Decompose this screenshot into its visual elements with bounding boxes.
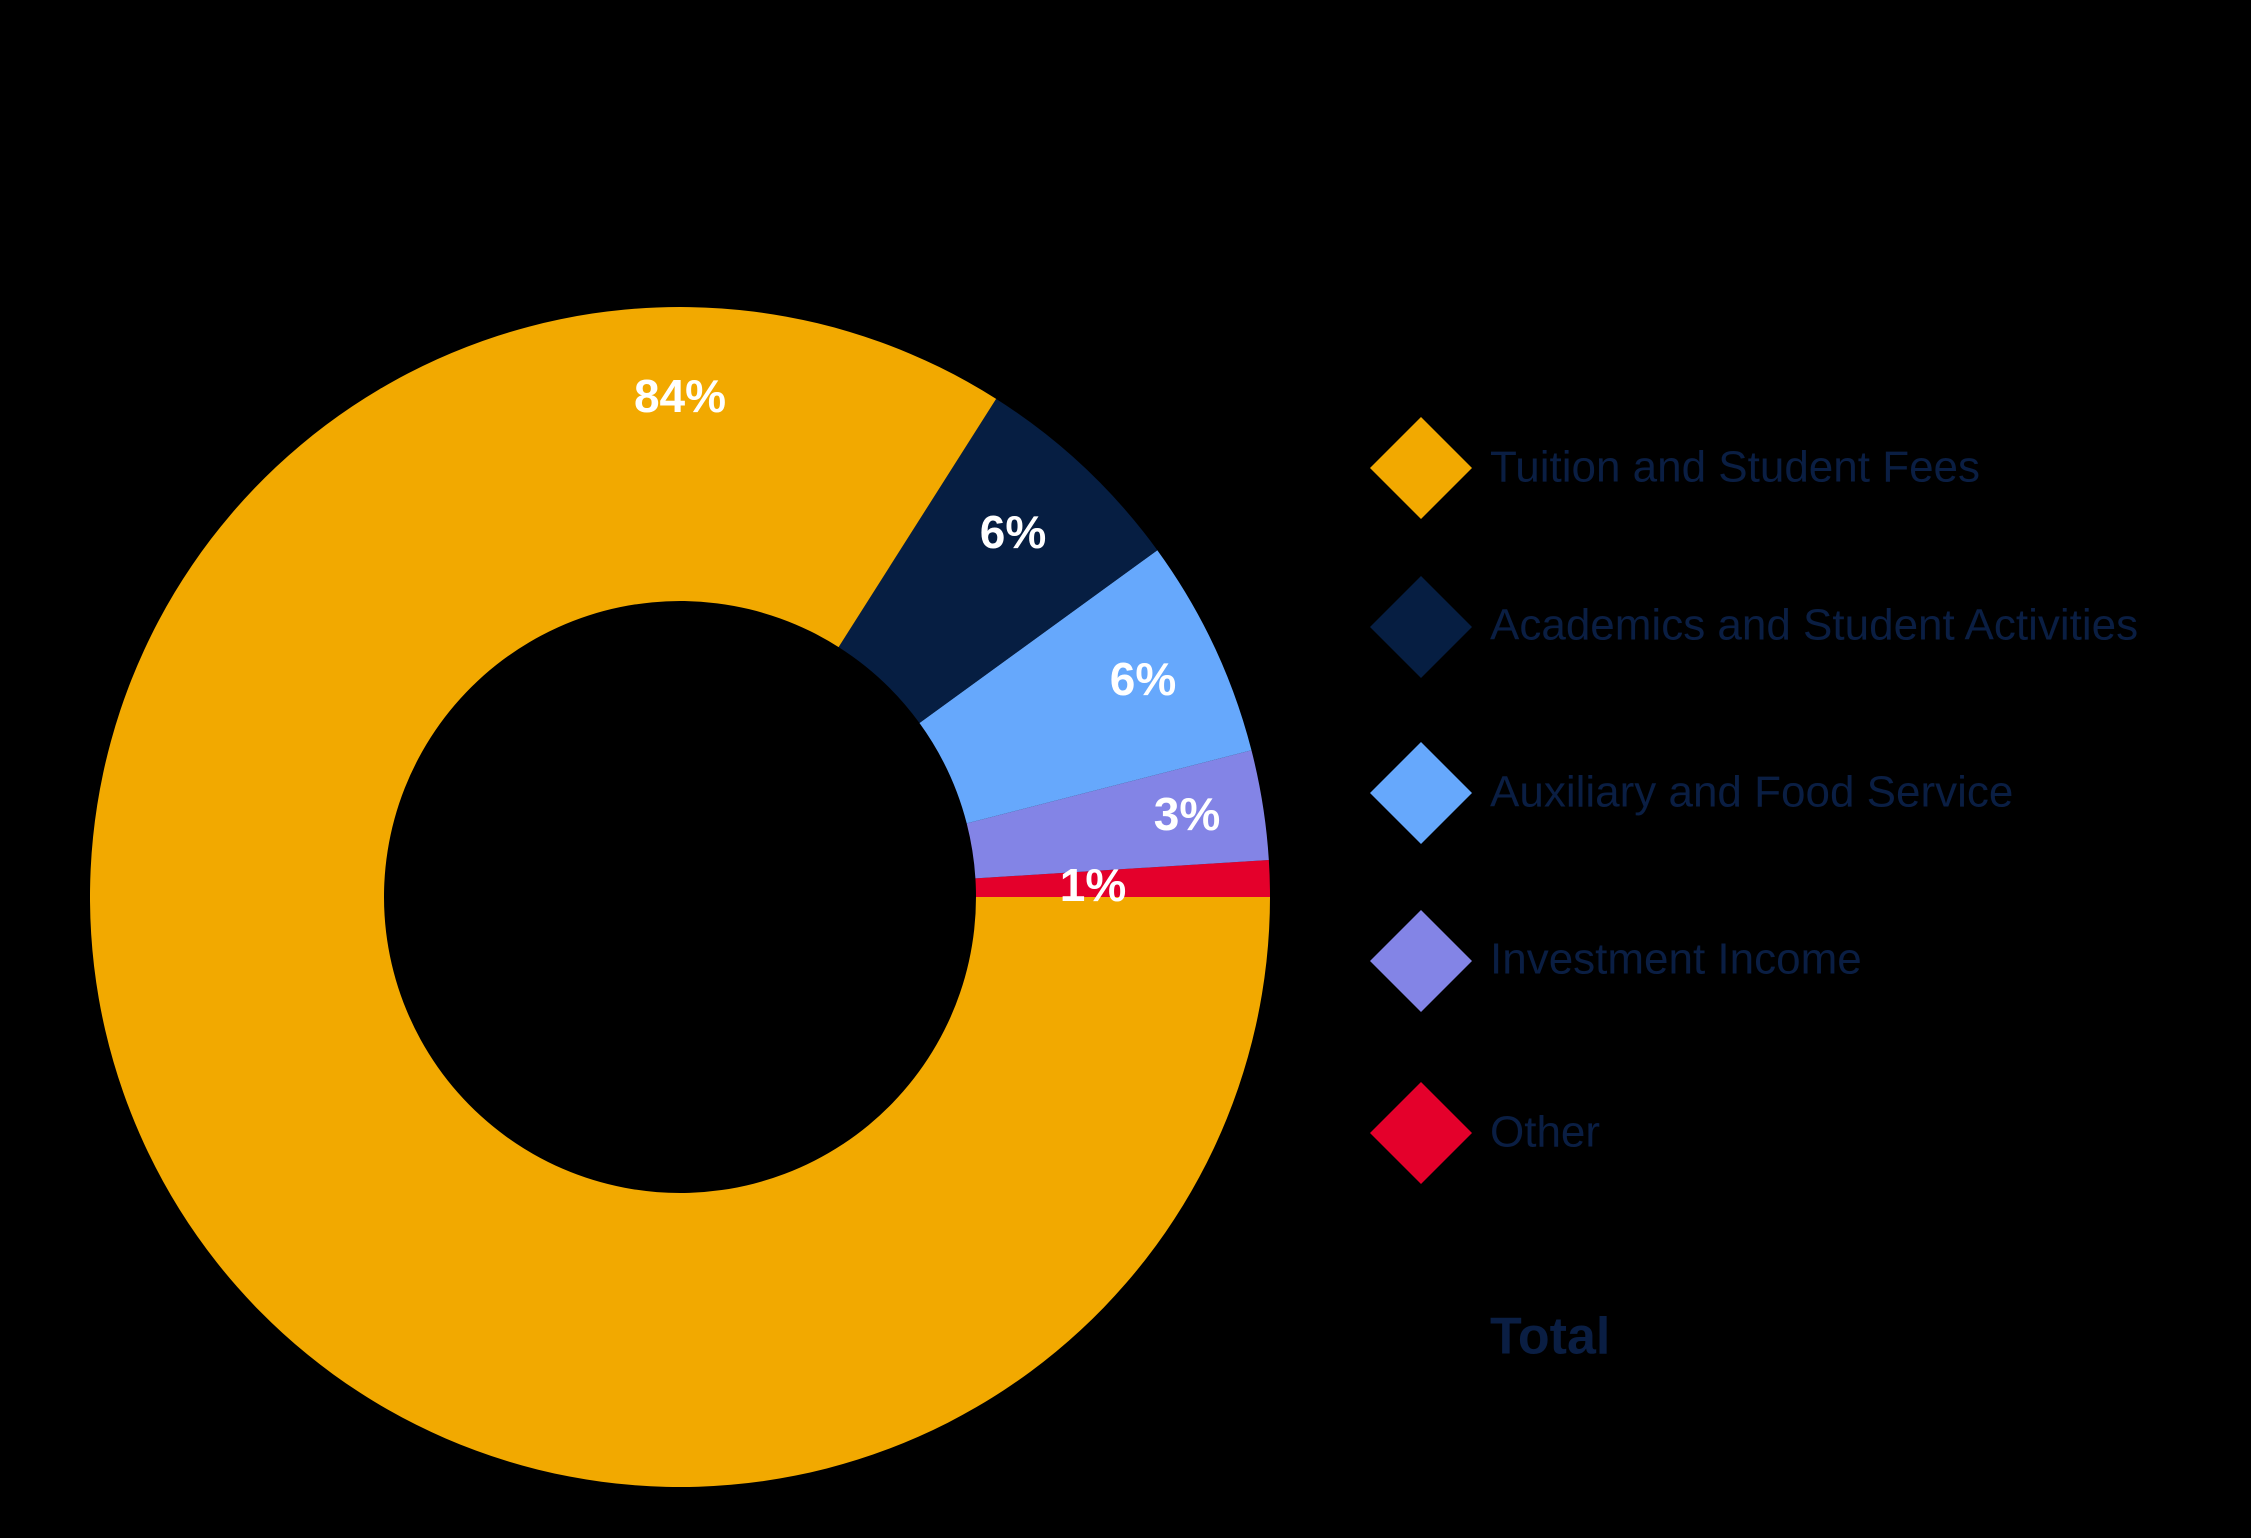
donut-slices — [90, 307, 1271, 1488]
legend-marker — [1370, 417, 1472, 519]
legend-marker — [1370, 742, 1472, 844]
slice-tuition-and-student-fees — [90, 307, 1271, 1488]
slice-academics-and-student-activities — [838, 398, 1158, 724]
legend-label: Other — [1490, 1108, 1600, 1157]
legend-marker — [1370, 576, 1472, 678]
legend-item: Other — [1370, 1082, 1600, 1184]
legend-marker — [1370, 1082, 1472, 1184]
slice-value-label: 3% — [1154, 788, 1220, 840]
legend-total-label: Total — [1490, 1308, 1610, 1366]
legend-item: Academics and Student Activities — [1370, 576, 2138, 678]
slice-value-label: 6% — [980, 506, 1046, 558]
slice-labels: 84% 6% 6% 3% 1% — [634, 370, 1220, 911]
slice-auxiliary-and-food-service — [919, 550, 1252, 824]
slice-value-label: 84% — [634, 370, 726, 422]
legend-label: Investment Income — [1490, 935, 1862, 984]
legend-label: Tuition and Student Fees — [1490, 443, 1980, 492]
legend-item: Investment Income — [1370, 910, 1862, 1012]
slice-value-label: 6% — [1110, 653, 1176, 705]
slice-investment-income — [966, 750, 1269, 879]
slice-other — [975, 859, 1270, 897]
legend-item: Auxiliary and Food Service — [1370, 742, 2013, 844]
legend-label: Academics and Student Activities — [1490, 601, 2138, 650]
legend-label: Auxiliary and Food Service — [1490, 768, 2013, 817]
slice-value-label: 1% — [1060, 859, 1126, 911]
legend: Tuition and Student Fees Academics and St… — [1370, 417, 2138, 1184]
legend-marker — [1370, 910, 1472, 1012]
legend-item: Tuition and Student Fees — [1370, 417, 1980, 519]
